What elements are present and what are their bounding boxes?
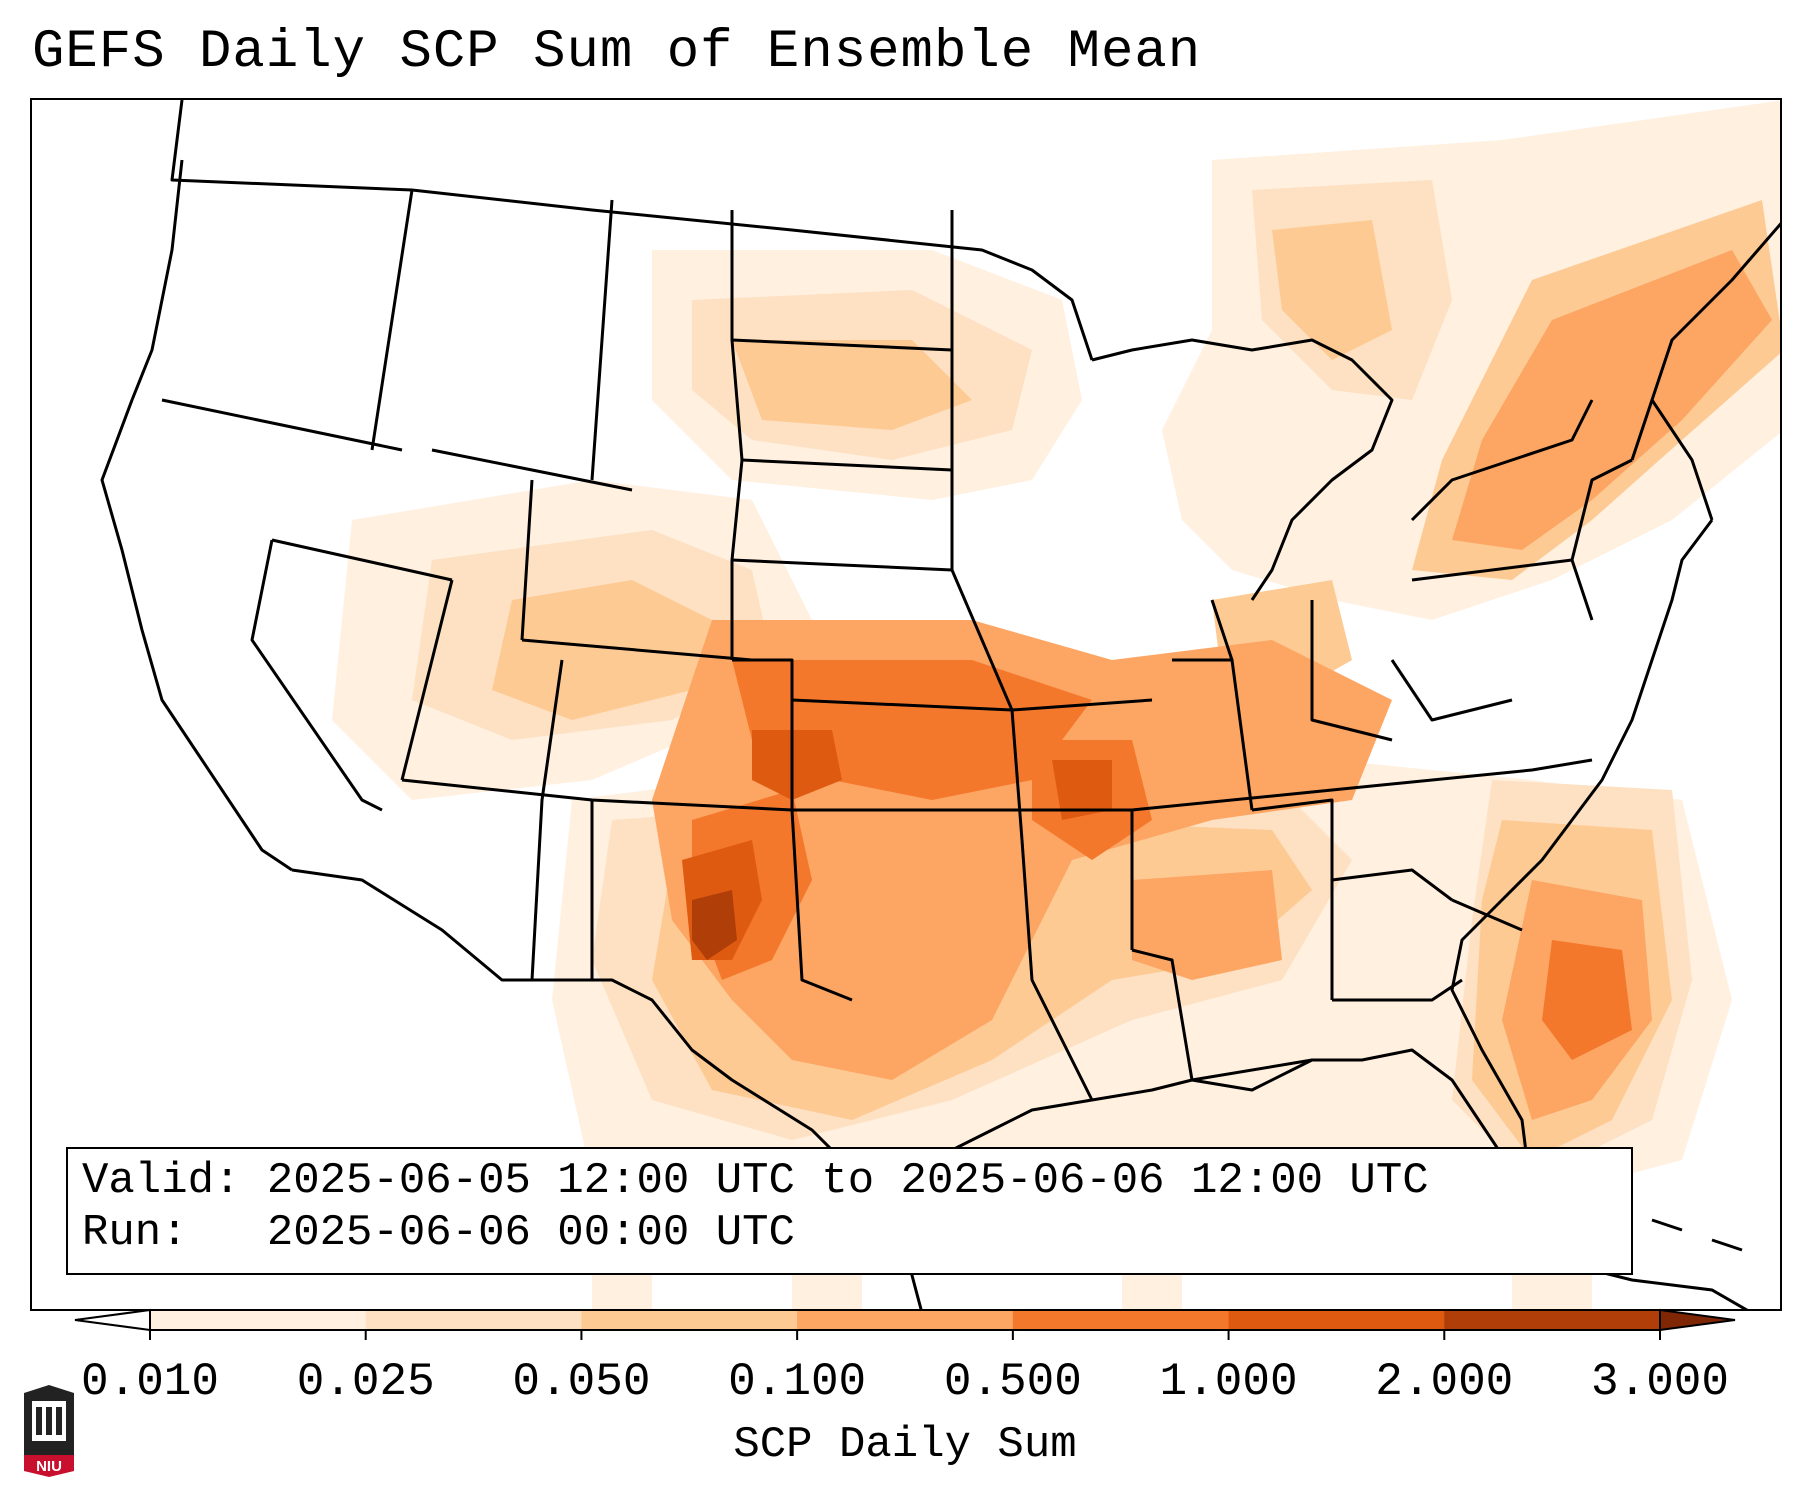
colorbar (74, 1308, 1736, 1340)
colorbar-segment (150, 1310, 367, 1330)
colorbar-tick-label: 3.000 (1590, 1356, 1730, 1408)
colorbar-segment (797, 1310, 1014, 1330)
colorbar-tick-label: 0.100 (728, 1356, 867, 1408)
scp-map (100, 100, 1780, 1309)
colorbar-tick-label: 1.000 (1159, 1356, 1298, 1408)
colorbar-tick-label: 0.050 (512, 1356, 651, 1408)
colorbar-segment (581, 1310, 798, 1330)
colorbar-tick-label: 2.000 (1375, 1356, 1514, 1408)
valid-label: Valid: (82, 1156, 241, 1206)
colorbar-segments (150, 1310, 1661, 1330)
colorbar-label: SCP Daily Sum (733, 1420, 1077, 1470)
state-boundaries (100, 100, 1780, 1309)
colorbar-ticks (149, 1330, 1661, 1340)
valid-value: 2025-06-05 12:00 UTC to 2025-06-06 12:00… (266, 1156, 1429, 1206)
logo-text: NIU (36, 1458, 62, 1475)
map-title: GEFS Daily SCP Sum of Ensemble Mean (32, 22, 1202, 83)
colorbar-segment (365, 1310, 582, 1330)
valid-time-box: Valid: 2025-06-05 12:00 UTC to 2025-06-0… (66, 1147, 1633, 1275)
scp-level-7 (692, 890, 737, 960)
map-panel (30, 98, 1782, 1311)
run-value: 2025-06-06 00:00 UTC (266, 1208, 795, 1258)
scp-field-layer (332, 100, 1780, 1309)
colorbar-min-extension (74, 1308, 151, 1332)
colorbar-segment (1228, 1310, 1445, 1330)
colorbar-tick-label: 0.010 (80, 1356, 220, 1408)
colorbar-segment (1444, 1310, 1661, 1330)
colorbar-outline (149, 1309, 1661, 1331)
colorbar-tick-label: 0.025 (296, 1356, 435, 1408)
run-label: Run: (82, 1208, 188, 1258)
niu-university-logo: NIU (24, 1385, 74, 1477)
colorbar-max-extension (1659, 1308, 1736, 1332)
colorbar-segment (1012, 1310, 1230, 1330)
colorbar-tick-label: 0.500 (943, 1356, 1082, 1408)
